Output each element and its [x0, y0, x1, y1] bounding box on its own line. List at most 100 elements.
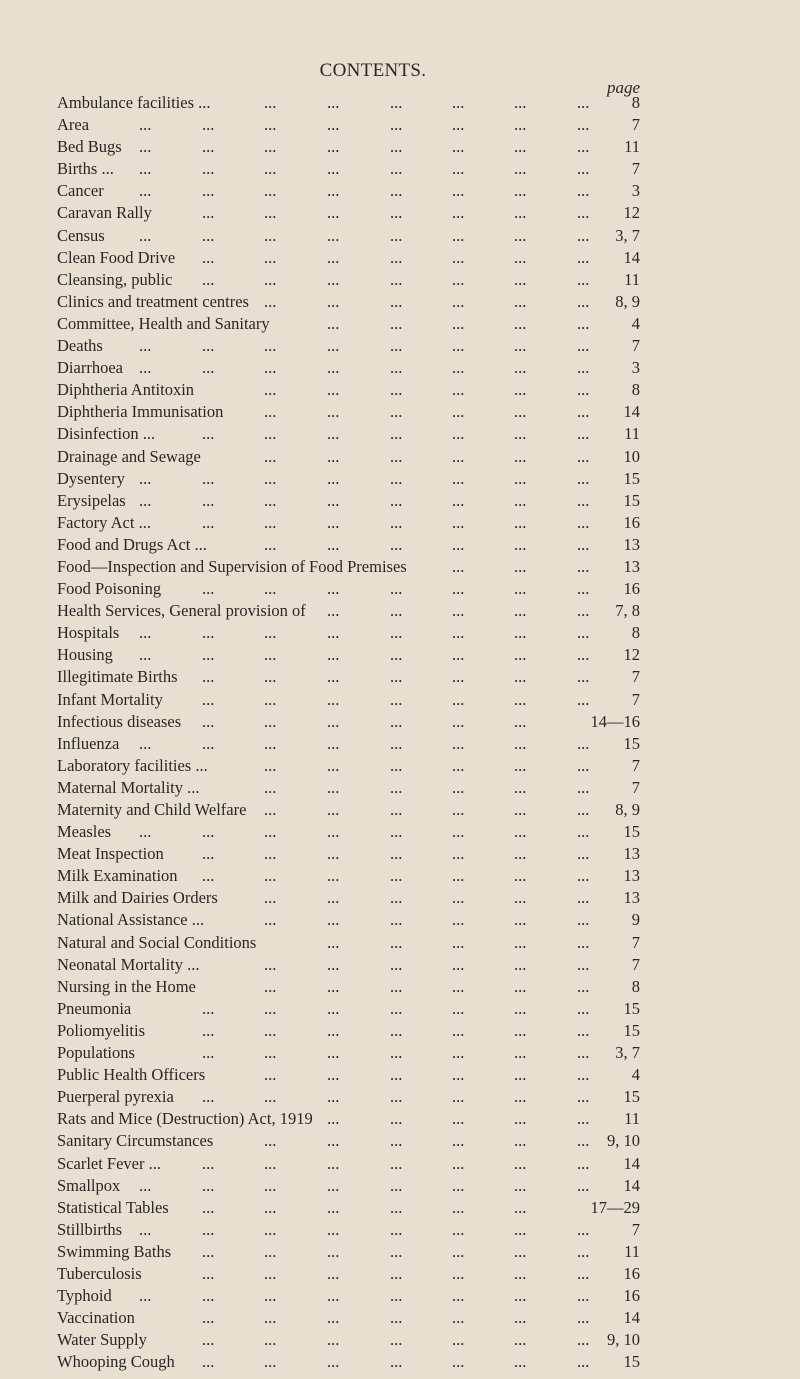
dot-leader: ... [390, 866, 403, 886]
contents-entry: Measles 15........................ [57, 821, 640, 843]
dot-leader: ... [264, 115, 277, 135]
entry-page: 9, 10 [607, 1330, 640, 1350]
entry-page: 7 [631, 777, 640, 797]
dot-leader: ... [327, 844, 340, 864]
dot-leader: ... [452, 380, 465, 400]
dot-leader: ... [452, 866, 465, 886]
dot-leader: ... [202, 844, 215, 864]
dot-leader: ... [452, 1308, 465, 1328]
dot-leader: ... [514, 1352, 527, 1372]
dot-leader: ... [264, 822, 277, 842]
dot-leader: ... [327, 711, 340, 731]
dot-leader: ... [202, 115, 215, 135]
dot-leader: ... [577, 932, 590, 952]
dot-leader: ... [264, 711, 277, 731]
dot-leader: ... [514, 1263, 527, 1283]
dot-leader: ... [202, 1263, 215, 1283]
dot-leader: ... [577, 159, 590, 179]
dot-leader: ... [390, 468, 403, 488]
dot-leader: ... [327, 998, 340, 1018]
dot-leader: ... [327, 490, 340, 510]
dot-leader: ... [452, 667, 465, 687]
entry-title: Bed Bugs [57, 137, 122, 157]
dot-leader: ... [514, 1197, 527, 1217]
dot-leader: ... [452, 468, 465, 488]
dot-leader: ... [327, 1263, 340, 1283]
dot-leader: ... [327, 888, 340, 908]
entry-page: 10 [623, 446, 641, 466]
entry-title: Pneumonia [57, 998, 132, 1018]
dot-leader: ... [327, 579, 340, 599]
entry-title: Dysentery [57, 468, 125, 488]
dot-leader: ... [390, 1153, 403, 1173]
contents-entry: Pneumonia 15..................... [57, 998, 640, 1020]
entry-page: 3, 7 [615, 225, 640, 245]
dot-leader: ... [327, 1197, 340, 1217]
dot-leader: ... [514, 711, 527, 731]
entry-page: 4 [631, 313, 640, 333]
dot-leader: ... [577, 1020, 590, 1040]
entry-title: Clinics and treatment centres [57, 291, 249, 311]
entry-title: Erysipelas [57, 490, 126, 510]
dot-leader: ... [327, 468, 340, 488]
contents-entry: Scarlet Fever ... 14..................... [57, 1153, 640, 1175]
dot-leader: ... [514, 225, 527, 245]
page-title: CONTENTS. [319, 60, 427, 81]
contents-entry: Rats and Mice (Destruction) Act, 1919 11.… [57, 1108, 640, 1130]
contents-entry: Deaths 7........................ [57, 335, 640, 357]
dot-leader: ... [452, 733, 465, 753]
dot-leader: ... [202, 1197, 215, 1217]
dot-leader: ... [327, 954, 340, 974]
entry-title: Laboratory facilities ... [57, 755, 208, 775]
dot-leader: ... [264, 976, 277, 996]
dot-leader: ... [514, 336, 527, 356]
dot-leader: ... [577, 424, 590, 444]
dot-leader: ... [327, 1020, 340, 1040]
dot-leader: ... [577, 1219, 590, 1239]
dot-leader: ... [390, 1131, 403, 1151]
dot-leader: ... [264, 512, 277, 532]
dot-leader: ... [390, 1020, 403, 1040]
entry-page: 7 [631, 159, 640, 179]
entry-title: Committee, Health and Sanitary [57, 313, 270, 333]
dot-leader: ... [390, 159, 403, 179]
dot-leader: ... [390, 1109, 403, 1129]
dot-leader: ... [452, 1131, 465, 1151]
entry-page: 7 [631, 755, 640, 775]
entry-page: 14—16 [590, 711, 641, 731]
dot-leader: ... [202, 269, 215, 289]
contents-entry: Diphtheria Immunisation 14...............… [57, 401, 640, 423]
contents-entry: Committee, Health and Sanitary 4.........… [57, 313, 640, 335]
dot-leader: ... [390, 93, 403, 112]
dot-leader: ... [327, 1087, 340, 1107]
contents-entry: Caravan Rally 12..................... [57, 202, 640, 224]
entry-page: 7 [631, 1219, 640, 1239]
entry-page: 15 [623, 733, 641, 753]
entry-title: Puerperal pyrexia [57, 1087, 174, 1107]
contents-entry: Poliomyelitis 15..................... [57, 1020, 640, 1042]
dot-leader: ... [202, 247, 215, 267]
dot-leader: ... [514, 844, 527, 864]
dot-leader: ... [577, 1286, 590, 1306]
dot-leader: ... [452, 932, 465, 952]
dot-leader: ... [264, 1175, 277, 1195]
dot-leader: ... [327, 800, 340, 819]
dot-leader: ... [327, 358, 340, 378]
dot-leader: ... [139, 623, 152, 643]
dot-leader: ... [202, 203, 215, 223]
dot-leader: ... [390, 446, 403, 466]
dot-leader: ... [139, 358, 152, 378]
dot-leader: ... [139, 1219, 152, 1239]
dot-leader: ... [264, 733, 277, 753]
contents-entry: Milk Examination 13..................... [57, 865, 640, 887]
dot-leader: ... [514, 667, 527, 687]
dot-leader: ... [264, 1241, 277, 1261]
dot-leader: ... [202, 1153, 215, 1173]
dot-leader: ... [514, 1330, 527, 1350]
entry-title: Milk and Dairies Orders [57, 888, 218, 908]
dot-leader: ... [577, 556, 590, 576]
dot-leader: ... [264, 910, 277, 930]
dot-leader: ... [514, 137, 527, 157]
dot-leader: ... [327, 225, 340, 245]
dot-leader: ... [514, 800, 527, 819]
